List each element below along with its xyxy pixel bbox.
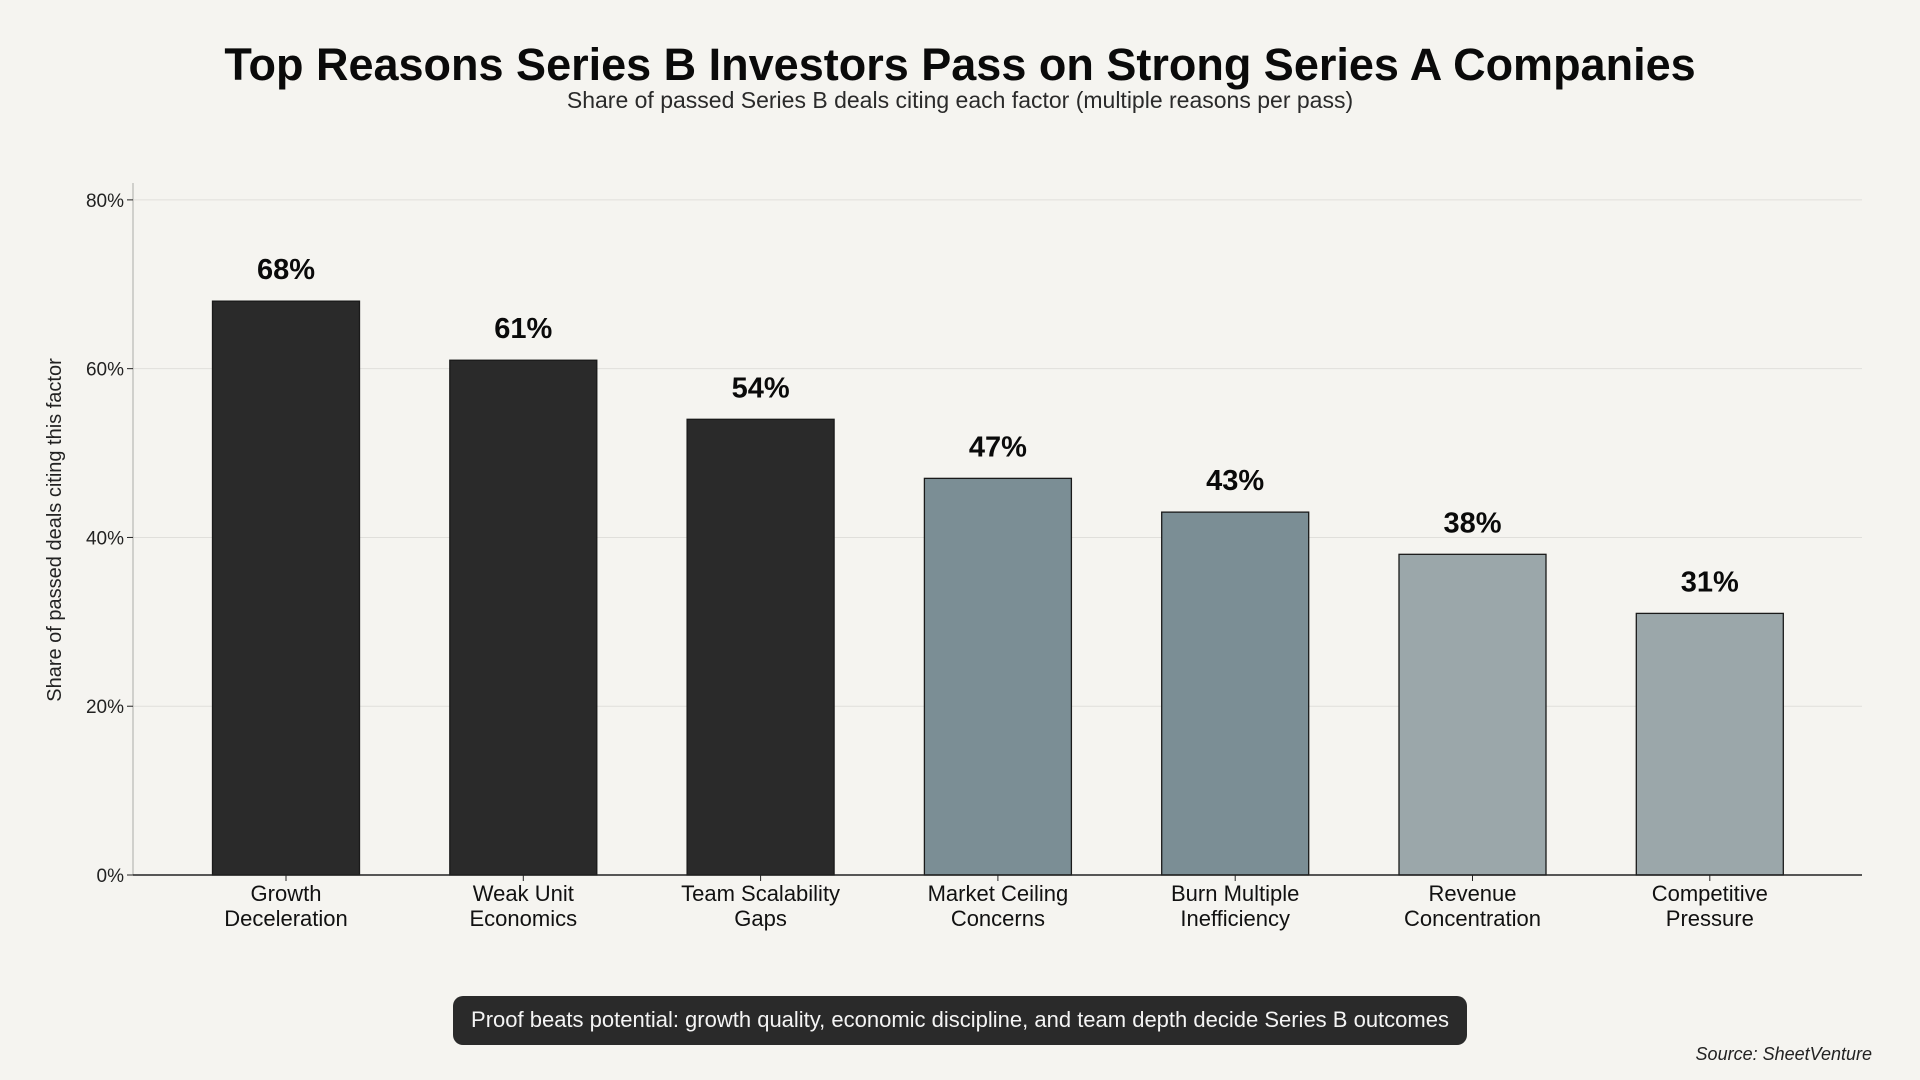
x-tick-label-5-line-1: Concentration: [1404, 906, 1541, 931]
bar-5: [1398, 553, 1547, 876]
value-label-2: 54%: [732, 372, 790, 404]
callout-text: Proof beats potential: growth quality, e…: [471, 1007, 1449, 1032]
bar-3: [923, 477, 1073, 876]
x-tick-label-1-line-1: Economics: [470, 906, 578, 931]
x-tick-label-6-line-1: Pressure: [1666, 906, 1754, 931]
x-tick-label-6: Competitive Pressure: [1652, 881, 1768, 931]
value-label-1: 61%: [494, 313, 552, 345]
y-ticks: 0% 20% 40% 60% 80%: [86, 191, 133, 887]
x-tick-label-2-line-0: Team Scalability: [681, 881, 840, 906]
x-tick-label-0: Growth Deceleration: [224, 881, 348, 931]
x-tick-label-0-line-1: Deceleration: [224, 906, 348, 931]
y-tick-label-3: 60%: [86, 360, 124, 381]
x-tick-label-1-line-0: Weak Unit: [473, 881, 574, 906]
x-tick-label-4: Burn Multiple Inefficiency: [1171, 881, 1299, 931]
x-ticks: Growth Deceleration Weak Unit Economics Team…: [224, 875, 1768, 931]
value-labels: 68% 61% 54% 47% 43% 38% 31%: [257, 254, 1739, 598]
x-tick-label-3-line-0: Market Ceiling: [928, 881, 1069, 906]
callout-background: [453, 996, 1467, 1045]
value-label-0: 68%: [257, 254, 315, 286]
y-tick-label-0: 0%: [97, 866, 125, 887]
chart-title: Top Reasons Series B Investors Pass on S…: [224, 39, 1695, 90]
x-tick-label-4-line-0: Burn Multiple: [1171, 881, 1299, 906]
x-tick-label-3: Market Ceiling Concerns: [928, 881, 1069, 931]
bar-4: [1161, 511, 1310, 876]
value-label-4: 43%: [1206, 465, 1264, 497]
y-tick-label-1: 20%: [86, 697, 124, 718]
value-label-6: 31%: [1681, 566, 1739, 598]
x-tick-label-3-line-1: Concerns: [951, 906, 1045, 931]
value-label-5: 38%: [1443, 507, 1501, 539]
x-tick-label-2-line-1: Gaps: [734, 906, 787, 931]
bar-1: [449, 359, 598, 876]
x-tick-label-4-line-1: Inefficiency: [1180, 906, 1290, 931]
x-tick-label-0-line-0: Growth: [251, 881, 322, 906]
x-tick-label-5-line-0: Revenue: [1428, 881, 1516, 906]
chart-subtitle: Share of passed Series B deals citing ea…: [567, 87, 1353, 113]
y-tick-label-4: 80%: [86, 191, 124, 212]
bar-2: [686, 418, 835, 876]
bars: [211, 300, 1784, 876]
x-tick-label-2: Team Scalability Gaps: [681, 881, 840, 931]
x-tick-label-5: Revenue Concentration: [1404, 881, 1541, 931]
value-label-3: 47%: [969, 431, 1027, 463]
y-tick-label-2: 40%: [86, 528, 124, 549]
bar-6: [1635, 612, 1784, 876]
bar-0: [211, 300, 361, 876]
source-note: Source: SheetVenture: [1696, 1044, 1872, 1064]
x-tick-label-1: Weak Unit Economics: [470, 881, 578, 931]
x-tick-label-6-line-0: Competitive: [1652, 881, 1768, 906]
callout: Proof beats potential: growth quality, e…: [453, 996, 1467, 1045]
y-axis-label: Share of passed deals citing this factor: [44, 358, 66, 702]
